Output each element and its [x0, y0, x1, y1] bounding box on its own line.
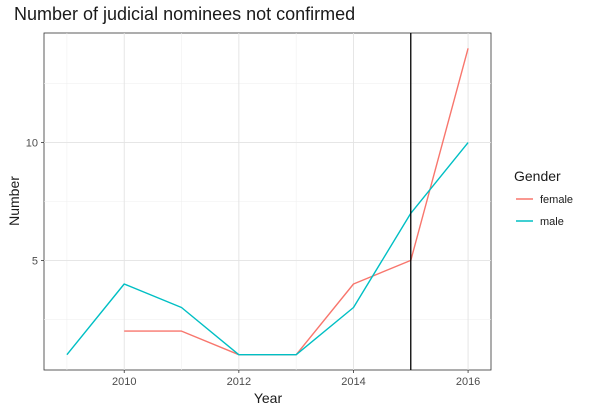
y-axis-title: Number — [6, 176, 22, 226]
y-axis-ticks: 5 10 — [26, 138, 44, 267]
y-tick-label: 10 — [26, 138, 38, 150]
y-tick-label: 5 — [32, 255, 38, 267]
x-axis-ticks: 2010 2012 2014 2016 — [112, 370, 480, 388]
x-tick-label: 2016 — [456, 376, 480, 388]
x-tick-label: 2014 — [341, 376, 365, 388]
legend-label-female: female — [540, 194, 573, 206]
series-line-male — [66, 142, 469, 356]
legend: Gender female male — [514, 168, 573, 228]
x-tick-label: 2010 — [112, 376, 136, 388]
chart-title: Number of judicial nominees not confirme… — [14, 4, 355, 24]
legend-label-male: male — [540, 216, 564, 228]
x-axis-title: Year — [254, 390, 283, 406]
x-tick-label: 2012 — [227, 376, 251, 388]
legend-title: Gender — [514, 168, 561, 184]
grid-lines — [44, 33, 491, 370]
